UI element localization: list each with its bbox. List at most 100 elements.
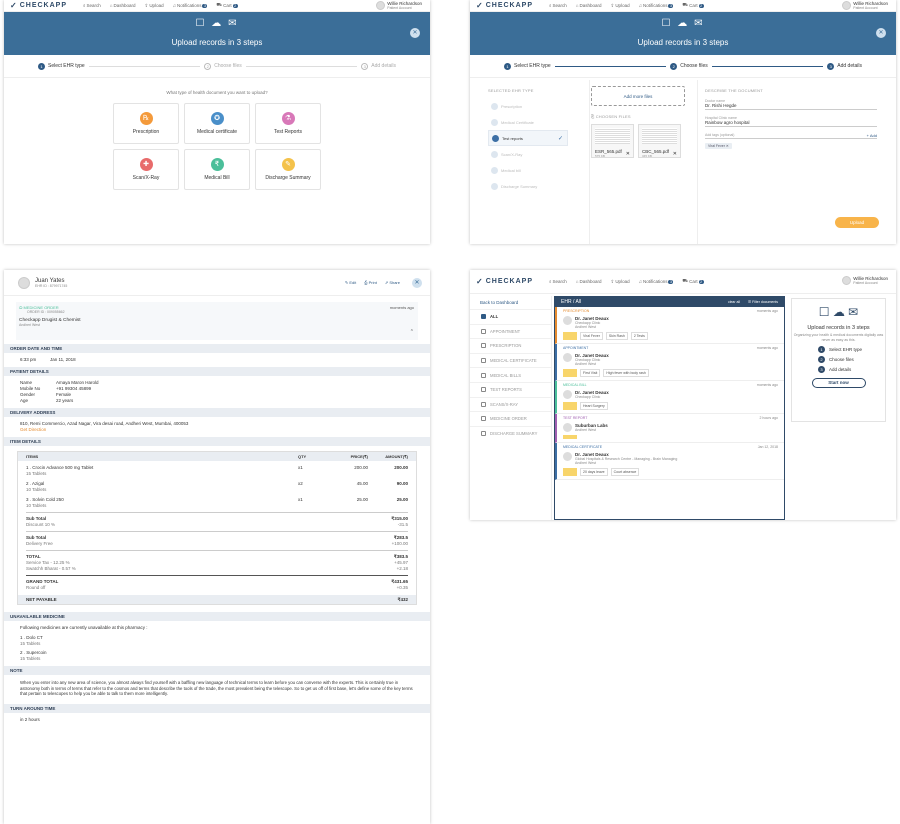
promo-step-label: Choose files xyxy=(829,357,854,362)
item-amount: 90.00 xyxy=(396,481,408,486)
ehr-type-tile[interactable]: ✚ Scan/X-Ray xyxy=(113,149,179,190)
brand-logo[interactable]: ✓ CHECKAPP xyxy=(476,277,533,286)
list-item[interactable]: APPOINTMENT moments ago Dr. Janet Deaux Che… xyxy=(555,344,784,381)
step-label: Add details xyxy=(837,63,863,69)
chevron-up-icon[interactable]: ⌃ xyxy=(409,329,414,335)
nav-dashboard[interactable]: ⌂ Dashboard xyxy=(576,2,602,9)
hospital-value[interactable]: Rainbow agro hospital xyxy=(705,120,877,127)
nav-search[interactable]: ⌕ Search xyxy=(83,2,101,9)
user-menu[interactable]: Willie Richardson Patient Account xyxy=(842,1,888,10)
ehr-option-selected[interactable]: Test reports ✓ xyxy=(488,130,568,146)
nav-upload[interactable]: ⇪ Upload xyxy=(611,278,630,285)
remove-file-icon[interactable]: ✕ xyxy=(672,151,677,157)
ehr-option[interactable]: Scan/X-Ray xyxy=(488,146,568,162)
patient-detail-value: Female xyxy=(56,392,72,397)
roundoff-value: +0.35 xyxy=(396,585,408,590)
sidebar-item-label: MEDICINE ORDER xyxy=(490,416,527,422)
promo-steps: 1 Select EHR type 2 Choose files 3 Add deta… xyxy=(792,346,885,373)
sidebar-item-appointment[interactable]: APPOINTMENT xyxy=(470,323,551,339)
start-now-button[interactable]: Start now xyxy=(811,378,866,388)
ehr-option-label: Scan/X-Ray xyxy=(501,151,523,157)
get-direction-link[interactable]: Get Direction xyxy=(20,427,47,432)
back-to-dashboard-link[interactable]: Back to Dashboard xyxy=(480,300,519,305)
nav-upload[interactable]: ⇪ Upload xyxy=(611,2,630,9)
ehr-option[interactable]: Medical Certificate xyxy=(488,114,568,130)
sidebar-item-medicine-order[interactable]: MEDICINE ORDER xyxy=(470,411,551,426)
nav-search[interactable]: ⌕ Search xyxy=(549,278,567,285)
brand-logo[interactable]: ✓ CHECKAPP xyxy=(476,1,533,10)
sidebar-item-all[interactable]: ALL xyxy=(470,309,551,324)
sidebar-item-medical-certificate[interactable]: MEDICAL CERTIFICATE xyxy=(470,352,551,368)
doctor-field[interactable]: Doctor name Dr. Rishi Hegde xyxy=(705,99,877,110)
brand-name: CHECKAPP xyxy=(19,2,67,9)
sidebar-item-discharge-summary[interactable]: DISCHARGE SUMMARY xyxy=(470,425,551,441)
entry-sub1: Checkapp Clinic xyxy=(575,321,601,325)
close-button[interactable]: ✕ xyxy=(412,278,422,288)
ehr-type-tile[interactable]: ✎ Discharge Summary xyxy=(255,149,321,190)
entry-chip: 20 days leave xyxy=(580,468,608,476)
doctor-value[interactable]: Dr. Rishi Hegde xyxy=(705,103,877,110)
unavailable-item-qty: 15 Tablets xyxy=(20,641,41,646)
documents-illustration-icon: ☐ ☁ ✉ xyxy=(818,305,859,319)
user-menu[interactable]: Willie Richardson Patient Account xyxy=(842,276,888,285)
ehr-option[interactable]: Discharge Summary xyxy=(488,178,568,194)
ehr-type-tile[interactable]: ℞ Prescription xyxy=(113,103,179,144)
entry-doctor-info: Suburban Labs Andheri West xyxy=(575,423,608,432)
ehr-type-tile[interactable]: ₹ Medical Bill xyxy=(184,149,250,190)
sidebar-item-scans-x-ray[interactable]: SCANS/X-RAY xyxy=(470,396,551,412)
share-button[interactable]: ⇗ Share xyxy=(385,280,400,285)
close-button[interactable]: ✕ xyxy=(876,28,886,38)
ehr-option[interactable]: Prescription xyxy=(488,98,568,114)
nav-cart[interactable]: ⛟ Cart 2 xyxy=(682,2,704,9)
nav-upload[interactable]: ⇪ Upload xyxy=(145,2,164,9)
clear-all-link[interactable]: clear all xyxy=(727,299,740,304)
net-payable-label: NET PAYABLE xyxy=(26,597,57,602)
ehr-option[interactable]: Medical bill xyxy=(488,162,568,178)
chosen-files-text: CHOOSEN FILES xyxy=(595,114,631,119)
upload-button[interactable]: Upload xyxy=(835,217,879,228)
remove-tag-icon[interactable]: ✕ xyxy=(725,144,729,148)
edit-button[interactable]: ✎ Edit xyxy=(345,280,356,285)
tags-field[interactable]: Add tags (optional) + Add xyxy=(705,133,877,139)
sidebar-item-medical-bills[interactable]: MEDICAL BILLS xyxy=(470,367,551,382)
sidebar-item-prescription[interactable]: PRESCRIPTION xyxy=(470,338,551,353)
list-item[interactable]: TEST REPORT 2 hours ago Suburban Labs Andhe… xyxy=(555,414,784,443)
file-size: 345 KB xyxy=(642,154,652,158)
tax2-label: Swatchh Bharat - 0.57 % xyxy=(26,566,76,571)
tag-chip[interactable]: Viral Fever ✕ xyxy=(705,143,732,149)
avatar xyxy=(563,316,572,325)
subtotal-label: Sub Total xyxy=(26,516,47,521)
nav-dashboard[interactable]: ⌂ Dashboard xyxy=(110,2,136,9)
patient-detail-row: Name Amaya Maron Harold xyxy=(14,380,420,386)
ehr-type-tile[interactable]: ✪ Medical certificate xyxy=(184,103,250,144)
brand-logo[interactable]: ✓ CHECKAPP xyxy=(10,1,67,10)
nav-dashboard[interactable]: ⌂ Dashboard xyxy=(576,278,602,285)
print-button[interactable]: ⎙ Print xyxy=(364,280,377,285)
list-item[interactable]: MEDICAL CERTIFICATE Jan 12, 2018 Dr. Janet… xyxy=(555,443,784,480)
promo-step-number: 1 xyxy=(818,346,825,353)
bill-icon: ₹ xyxy=(210,158,224,171)
user-menu[interactable]: Willie Richardson Patient Account xyxy=(376,1,422,10)
entry-chip: Heart Surgery xyxy=(580,402,608,410)
documents-illustration-icon: ☐ ☁ ✉ xyxy=(661,18,705,29)
nav-cart[interactable]: ⛟ Cart 2 xyxy=(216,2,238,9)
order-date-value: Jan 11, 2018 xyxy=(50,357,76,362)
add-more-files-button[interactable]: Add more files xyxy=(591,86,685,106)
remove-file-icon[interactable]: ✕ xyxy=(625,151,630,157)
hospital-field[interactable]: Hospital Clinic name Rainbow agro hospita… xyxy=(705,116,877,127)
nav-cart[interactable]: ⛟ Cart 2 xyxy=(682,278,704,285)
nav-notifications[interactable]: ♫ Notifications 3 xyxy=(639,2,674,9)
ehr-type-tile[interactable]: ⚗ Test Reports xyxy=(255,103,321,144)
nav-search[interactable]: ⌕ Search xyxy=(549,2,567,9)
close-button[interactable]: ✕ xyxy=(410,28,420,38)
close-icon: ✕ xyxy=(414,280,420,286)
filter-button[interactable]: ☰ Filter documents xyxy=(748,300,778,304)
list-item[interactable]: MEDICAL BILL moments ago Dr. Janet Deaux Ch… xyxy=(555,381,784,414)
list-item[interactable]: PRESCRIPTION moments ago Dr. Janet Deaux Ch… xyxy=(555,307,784,344)
add-tag-button[interactable]: + Add xyxy=(866,133,877,138)
nav-notifications[interactable]: ♫ Notifications 3 xyxy=(173,2,208,9)
sidebar-item-test-reports[interactable]: TEST REPORTS xyxy=(470,381,551,397)
promo-step: 1 Select EHR type xyxy=(818,346,885,353)
notification-count: 3 xyxy=(668,279,674,284)
nav-notifications[interactable]: ♫ Notifications 3 xyxy=(639,278,674,285)
